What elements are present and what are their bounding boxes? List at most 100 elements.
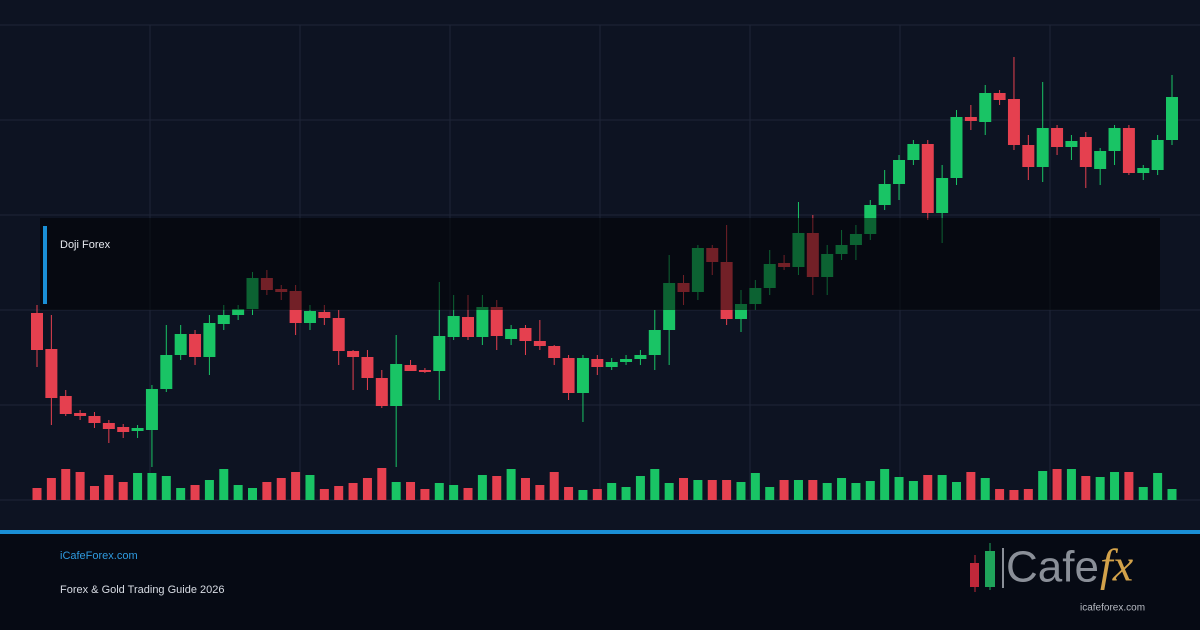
volume-bar: [161, 476, 171, 500]
candle-body: [31, 313, 43, 350]
candle-body: [591, 359, 604, 367]
volume-bar: [1081, 476, 1091, 500]
candle-body: [418, 370, 431, 372]
candle-body: [102, 423, 115, 429]
annotation-band: [40, 218, 1160, 310]
volume-bar: [262, 482, 272, 500]
logo-url: icafeforex.com: [1080, 603, 1145, 614]
candle-body: [476, 307, 489, 337]
volume-bar: [951, 482, 961, 500]
volume-bar: [1009, 490, 1019, 500]
volume-bar: [190, 485, 200, 500]
volume-bar: [908, 481, 918, 500]
volume-bar: [937, 475, 947, 500]
tagline: Forex & Gold Trading Guide 2026: [60, 584, 224, 596]
candle-body: [404, 365, 417, 371]
volume-bar: [46, 478, 56, 500]
candle-body: [936, 178, 949, 213]
volume-bar: [650, 469, 660, 500]
candle-body: [217, 315, 230, 324]
candle-body: [979, 93, 992, 122]
volume-bar: [1167, 489, 1177, 500]
volume-bar: [32, 488, 42, 500]
candle-body: [490, 307, 503, 336]
volume-bar: [621, 487, 631, 500]
volume-bar: [779, 480, 789, 500]
volume-bar: [305, 475, 315, 500]
candle-body: [74, 413, 87, 416]
candle-body: [1108, 128, 1121, 151]
volume-bar: [607, 483, 617, 500]
candle-body: [303, 311, 316, 323]
candle-body: [634, 355, 647, 359]
volume-bar: [1095, 477, 1105, 500]
candle-body: [361, 357, 374, 378]
candle-body: [160, 355, 173, 389]
candle-body: [993, 93, 1006, 100]
volume-bar: [1138, 487, 1148, 500]
candle-body: [1022, 145, 1035, 167]
volume-bar: [1023, 489, 1033, 500]
logo-accent: fx: [1100, 540, 1134, 591]
candle-body: [174, 334, 187, 355]
candle-body: [1122, 128, 1135, 173]
volume-bar: [535, 485, 545, 500]
candle-body: [117, 427, 130, 432]
candle-body: [893, 160, 906, 184]
candle-body: [332, 318, 345, 351]
volume-bar: [822, 483, 832, 500]
candle-body: [1051, 128, 1064, 147]
candle-body: [347, 351, 360, 357]
footer: [0, 534, 1200, 630]
volume-bar: [707, 480, 717, 500]
volume-bar: [564, 487, 574, 500]
logo: Cafe fx icafeforex.com: [970, 540, 1145, 614]
candle-body: [131, 428, 144, 431]
candle-body: [1007, 99, 1020, 145]
logo-text: Cafe: [1006, 543, 1099, 592]
volume-bar: [463, 488, 473, 500]
candle-body: [548, 346, 561, 358]
volume-bar: [492, 476, 502, 500]
volume-bar: [722, 480, 732, 500]
volume-bar: [219, 469, 229, 500]
candle-body: [88, 416, 101, 423]
candle-body: [921, 144, 934, 213]
divider: [0, 530, 1200, 534]
volume-bar: [520, 478, 530, 500]
candle-body: [45, 349, 58, 398]
volume-bar: [147, 473, 157, 500]
candle-body: [505, 329, 518, 339]
volume-bar: [736, 482, 746, 500]
volume-bar: [420, 489, 430, 500]
volume-bar: [793, 480, 803, 500]
volume-bar: [549, 472, 559, 500]
candle-body: [533, 341, 546, 346]
volume-bar: [248, 488, 258, 500]
volume-bar: [75, 472, 85, 500]
candle-body: [433, 336, 446, 371]
volume-bar: [104, 475, 114, 500]
candle-body: [390, 364, 403, 406]
volume-bar: [693, 480, 703, 500]
volume-bar: [865, 481, 875, 500]
candle-body: [562, 358, 575, 393]
volume-bar: [1110, 472, 1120, 500]
candle-body: [1094, 151, 1107, 169]
volume-bar: [923, 475, 933, 500]
volume-bar: [664, 483, 674, 500]
candle-body: [1036, 128, 1049, 167]
site-link[interactable]: iCafeForex.com: [60, 550, 138, 562]
volume-bar: [750, 473, 760, 500]
volume-bar: [894, 477, 904, 500]
volume-bar: [851, 483, 861, 500]
volume-bar: [89, 486, 99, 500]
volume-bar: [765, 487, 775, 500]
candle-body: [576, 358, 589, 393]
volume-bar: [334, 486, 344, 500]
candle-body: [232, 309, 245, 315]
volume-bar: [1052, 469, 1062, 500]
annotation-bar: [43, 226, 47, 304]
candle-body: [964, 117, 977, 121]
